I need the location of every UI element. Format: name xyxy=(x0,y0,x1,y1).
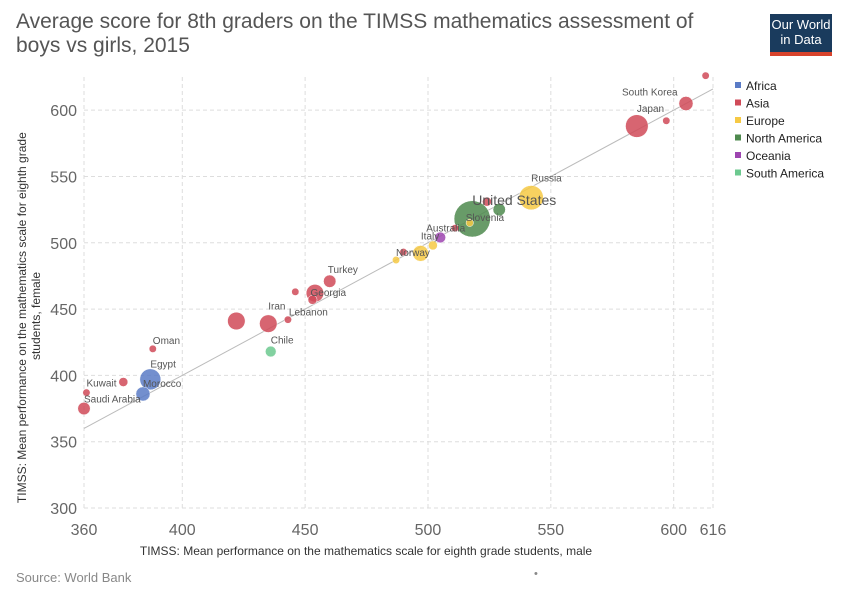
data-point xyxy=(482,196,492,207)
legend-swatch xyxy=(735,169,741,176)
point-label: Turkey xyxy=(328,265,358,276)
data-point xyxy=(265,345,277,358)
data-points xyxy=(77,71,710,416)
data-point xyxy=(453,200,491,238)
x-tick-label: 600 xyxy=(660,522,687,539)
data-point xyxy=(392,256,400,264)
point-label: Lebanon xyxy=(289,308,328,319)
legend-swatch xyxy=(735,117,741,123)
y-axis-label-line-1: TIMSS: Mean performance on the mathemati… xyxy=(15,132,29,503)
logo-line-2: in Data xyxy=(780,32,822,47)
grid-lines xyxy=(83,77,714,509)
y-tick-label: 450 xyxy=(50,302,77,319)
data-point xyxy=(135,386,151,402)
axis-ticks: 300 350 400 450 500 550 600 360 400 450 500 550 600 6… xyxy=(50,103,726,539)
data-point xyxy=(399,248,408,257)
point-label: Morocco xyxy=(143,379,182,390)
legend-swatch xyxy=(735,82,741,88)
data-point xyxy=(428,240,438,251)
legend-label: Asia xyxy=(746,97,770,111)
point-label: Chile xyxy=(271,336,294,347)
x-tick-label: 400 xyxy=(169,522,196,539)
point-label: Norway xyxy=(396,248,430,259)
legend-label: Africa xyxy=(746,79,777,93)
y-axis-label: TIMSS: Mean performance on the mathemati… xyxy=(15,129,43,503)
point-label: Russia xyxy=(531,174,562,185)
data-point xyxy=(118,377,129,387)
legend-swatch xyxy=(735,99,741,106)
data-point xyxy=(412,245,429,262)
point-label: Iran xyxy=(268,302,285,313)
x-tick-label: 500 xyxy=(415,522,442,539)
x-axis-label: TIMSS: Mean performance on the mathemati… xyxy=(140,544,593,558)
point-label: Saudi Arabia xyxy=(84,395,141,406)
y-tick-label: 350 xyxy=(50,435,77,452)
y-tick-label: 300 xyxy=(50,501,77,518)
data-point xyxy=(307,294,318,305)
point-label: Georgia xyxy=(311,288,347,299)
legend-swatch xyxy=(735,134,741,141)
point-label: Oman xyxy=(153,336,180,347)
logo-line-1: Our World xyxy=(771,17,831,32)
point-label: Slovenia xyxy=(466,213,505,224)
chart-title: Average score for 8th graders on the TIM… xyxy=(16,10,694,57)
legend-label: Europe xyxy=(746,114,785,128)
x-tick-label: 360 xyxy=(71,522,98,539)
data-point xyxy=(465,218,474,227)
source-note: Source: World Bank xyxy=(16,570,132,585)
legend-label: North America xyxy=(746,132,822,146)
x-tick-label: 450 xyxy=(292,522,319,539)
data-point xyxy=(434,231,446,244)
data-point xyxy=(148,344,157,353)
y-tick-label: 500 xyxy=(50,236,77,253)
y-tick-label: 600 xyxy=(50,103,77,120)
point-label: Australia xyxy=(426,223,465,234)
legend-swatch xyxy=(735,152,741,158)
owid-logo[interactable]: Our World in Data xyxy=(770,14,832,56)
x-tick-label: 616 xyxy=(700,522,727,539)
data-point xyxy=(323,274,337,288)
point-label: Japan xyxy=(637,104,664,115)
y-axis-label-line-2: students, female xyxy=(29,272,43,360)
y-tick-label: 400 xyxy=(50,368,77,385)
data-point xyxy=(451,224,459,233)
data-point xyxy=(625,114,649,138)
point-labels: South Korea Japan Russia United States Slove… xyxy=(84,88,678,406)
data-point xyxy=(492,203,506,217)
legend-label: Oceania xyxy=(746,149,791,163)
data-point xyxy=(678,96,694,111)
point-label: South Korea xyxy=(622,88,678,99)
point-label: United States xyxy=(472,192,556,208)
data-point xyxy=(518,185,544,211)
data-point xyxy=(77,402,91,416)
data-point xyxy=(701,71,710,80)
data-point xyxy=(662,116,671,125)
data-point xyxy=(82,388,91,397)
footnote-dot: • xyxy=(534,568,538,580)
point-label: Kuwait xyxy=(86,379,116,390)
point-label: Egypt xyxy=(150,359,176,370)
data-point xyxy=(227,311,246,331)
data-point xyxy=(291,287,300,296)
legend: Africa Asia Europe North America Oceania Sout… xyxy=(735,79,824,181)
legend-label: South America xyxy=(746,167,824,181)
x-tick-label: 550 xyxy=(537,522,564,539)
data-point xyxy=(259,314,278,333)
y-tick-label: 550 xyxy=(50,169,77,186)
data-point xyxy=(139,368,162,391)
data-point xyxy=(283,315,292,324)
point-label: Italy xyxy=(421,231,439,242)
